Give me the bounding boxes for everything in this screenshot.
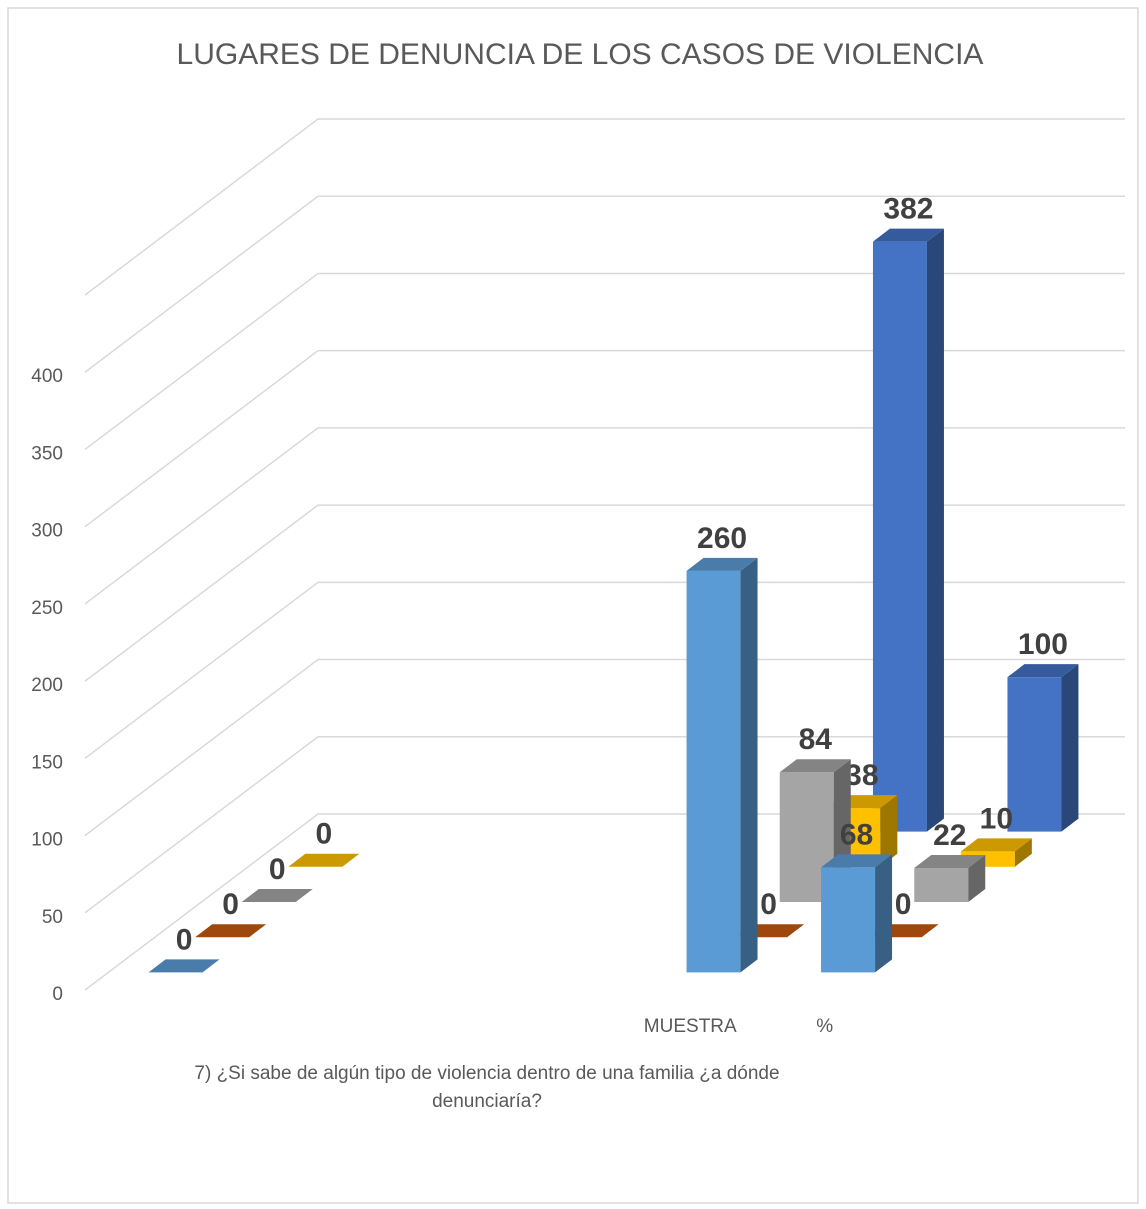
bar	[821, 854, 893, 973]
y-tick-label: 50	[42, 907, 63, 928]
data-label: 0	[760, 888, 777, 921]
bar	[241, 889, 313, 902]
bar-side	[1014, 838, 1032, 867]
chart-title: LUGARES DE DENUNCIA DE LOS CASOS DE VIOL…	[177, 38, 984, 71]
data-label: 100	[1018, 628, 1068, 661]
bar-side	[875, 854, 893, 973]
bar-top	[241, 889, 313, 902]
x-tick-label: %	[816, 1016, 833, 1037]
bar-top	[148, 959, 220, 973]
grid-line	[84, 349, 1125, 528]
bar-front	[1007, 677, 1062, 832]
y-tick-label: 400	[31, 366, 63, 387]
bar	[872, 228, 944, 832]
bar-top	[288, 853, 360, 867]
grid-line	[84, 427, 1125, 605]
data-label: 84	[799, 723, 833, 756]
data-label: 0	[176, 923, 193, 956]
data-label: 260	[697, 522, 747, 555]
bar	[1007, 664, 1079, 832]
y-tick-label: 100	[31, 830, 63, 851]
bar-top	[960, 838, 1032, 852]
bar-top	[195, 924, 267, 938]
data-label: 0	[895, 888, 912, 921]
grid-line	[84, 581, 1125, 759]
grid-line	[84, 118, 1125, 296]
bar-side	[740, 557, 758, 973]
bar	[914, 855, 986, 902]
bar-side	[926, 228, 944, 832]
y-tick-label: 350	[31, 443, 63, 464]
bar-top	[779, 759, 851, 773]
grid-line	[84, 658, 1125, 837]
bar	[195, 924, 267, 938]
chart-border	[7, 7, 1139, 1204]
data-label: 10	[980, 802, 1013, 835]
bar-side	[880, 795, 898, 867]
data-label: 0	[269, 853, 286, 886]
bar	[288, 853, 360, 867]
grid-line	[84, 736, 1125, 914]
bar-side	[968, 855, 986, 902]
y-tick-label: 200	[31, 675, 63, 696]
y-tick-label: 0	[52, 984, 63, 1005]
grid-line	[84, 195, 1125, 373]
data-label: 68	[840, 818, 873, 851]
bar-front	[914, 868, 969, 902]
y-tick-label: 150	[31, 752, 63, 773]
y-tick-label: 300	[31, 521, 63, 542]
grid-line	[84, 504, 1125, 682]
x-axis-title: 7) ¿Si sabe de algún tipo de violencia d…	[194, 1063, 780, 1112]
grid-line	[84, 272, 1125, 451]
bar-side	[1061, 664, 1079, 832]
data-label: 0	[316, 818, 333, 851]
bar	[686, 557, 758, 973]
bar-top	[872, 228, 944, 242]
bar	[148, 959, 220, 973]
data-label: 0	[222, 888, 239, 921]
data-label: 22	[933, 819, 966, 852]
x-tick-label: MUESTRA	[644, 1016, 737, 1037]
bar-top	[1007, 664, 1079, 678]
data-label: 382	[883, 193, 933, 226]
bar-front	[872, 241, 927, 832]
bar-top	[821, 854, 893, 868]
bar-top	[686, 557, 758, 571]
bar-top	[914, 855, 986, 869]
bar-front	[686, 570, 741, 973]
bar-front	[821, 867, 876, 973]
y-tick-label: 250	[31, 598, 63, 619]
